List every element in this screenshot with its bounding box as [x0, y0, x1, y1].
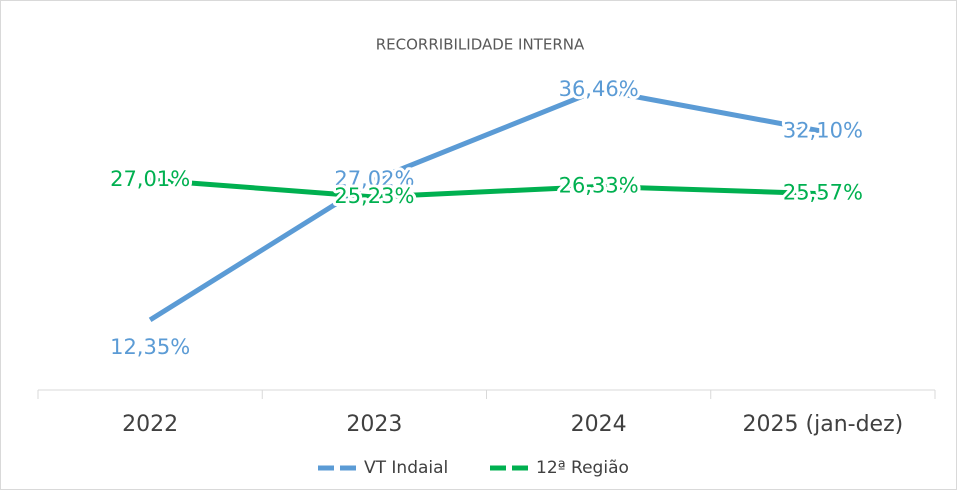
x-tick-label: 2023	[346, 412, 402, 437]
x-tick-label: 2025 (jan-dez)	[743, 412, 904, 437]
legend-label: 12ª Região	[536, 458, 629, 478]
x-tick-label: 2024	[571, 412, 627, 437]
data-label: 26,33%	[559, 173, 639, 197]
data-label: 36,46%	[559, 77, 639, 101]
chart-title: RECORRIBILIDADE INTERNA	[376, 36, 585, 54]
data-label: 25,23%	[334, 184, 414, 208]
data-label: 27,01%	[110, 167, 190, 191]
data-label: 12,35%	[110, 335, 190, 359]
data-label: 32,10%	[783, 118, 863, 142]
series-line	[148, 87, 824, 322]
data-label: 25,57%	[783, 181, 863, 205]
data-label: 27,02%	[334, 167, 414, 191]
legend-label: VT Indaial	[364, 458, 448, 478]
x-tick-label: 2022	[122, 412, 178, 437]
series-line	[149, 177, 823, 200]
